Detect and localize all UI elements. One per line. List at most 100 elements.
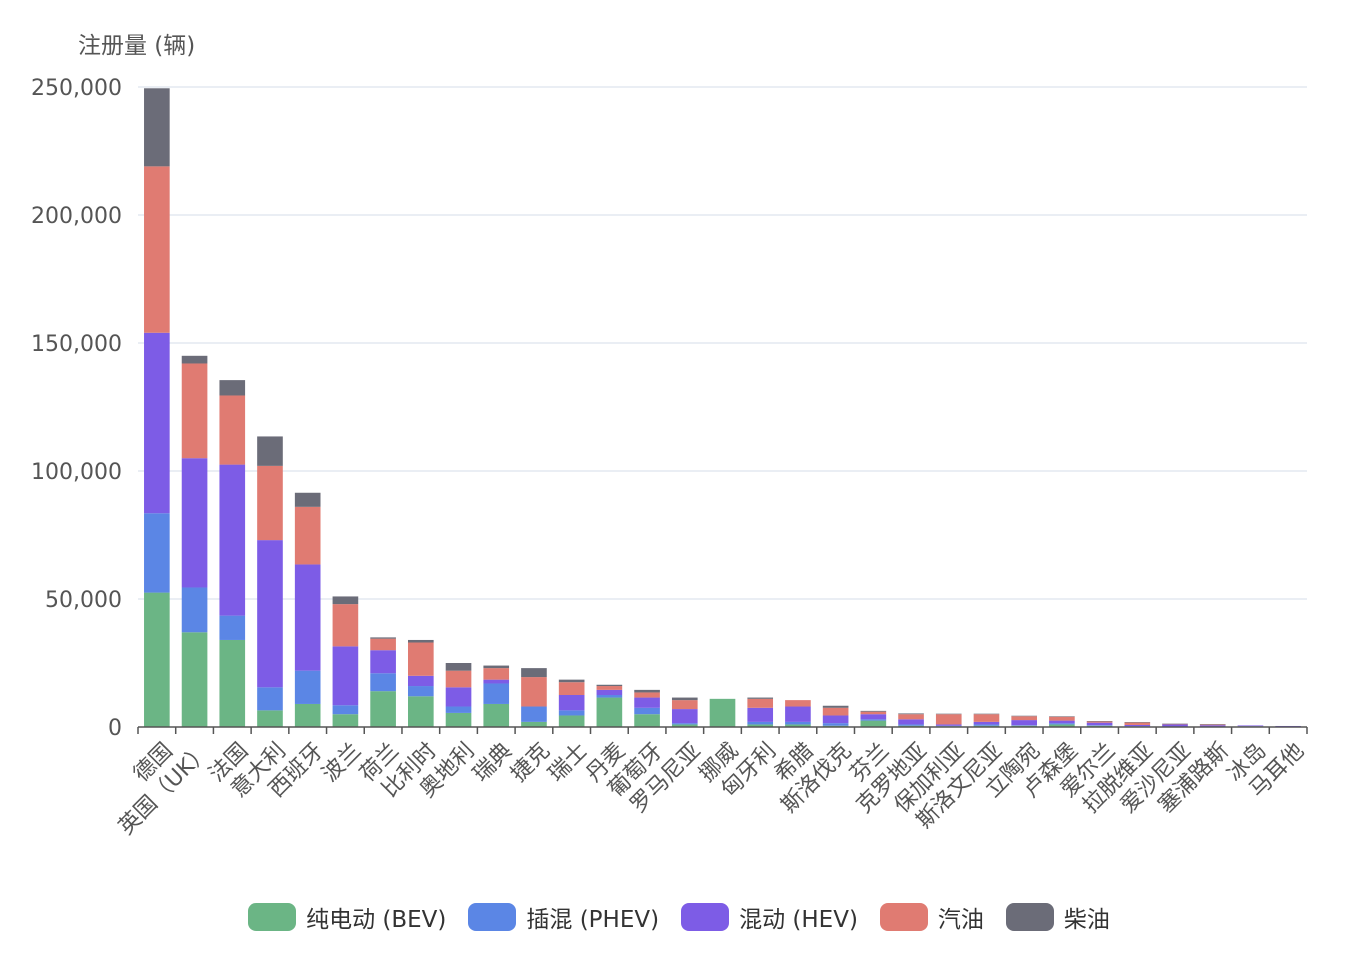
bar-segment [144,166,170,333]
legend-item[interactable]: 混动 (HEV) [681,900,858,934]
y-tick-label: 250,000 [31,76,122,101]
legend-swatch [681,903,730,931]
bar-segment [521,677,547,707]
bar-segment [1124,724,1151,727]
legend-swatch [1005,903,1054,931]
bar-segment [1162,723,1188,725]
bar-segment [822,707,849,716]
legend-label: 汽油 [937,907,984,933]
bar-segment [1124,722,1151,725]
bar-segment [1199,724,1226,725]
bar-segment [445,706,472,713]
bar-segment [898,714,924,720]
bar-segment [671,709,698,724]
bar-segment [483,683,510,704]
bar-segment [860,720,887,727]
bar-segment [408,642,434,676]
bar-segment [634,714,660,727]
bar-segment [483,679,510,684]
bar-segment [596,684,623,687]
bar-segment [973,714,1000,722]
legend-label: 纯电动 (BEV) [306,907,447,933]
bar-segment [219,639,246,727]
bar-segment [219,380,246,396]
bar-segment [219,464,246,616]
bar-segment [671,723,698,725]
bar-segment [935,725,962,727]
legend-swatch [879,903,928,931]
bar-segment [257,540,283,688]
bar-segment [634,697,660,708]
bar-segment [1086,721,1113,722]
bar-segment [634,692,660,698]
bar-segment [558,715,585,727]
bar-segment [445,712,472,727]
x-tick-label: 瑞典 [468,738,517,787]
bar-segment [747,721,774,725]
bar-segment [596,689,623,695]
bar-segment [257,436,283,466]
x-tick-label: 波兰 [318,738,367,787]
bar-segment [332,714,359,727]
bar-segment [747,697,774,699]
bar-segment [181,458,208,588]
legend-label: 插混 (PHEV) [526,907,660,933]
bar-segment [785,706,811,722]
bar-segment [144,88,170,167]
y-axis-ticks: 0 50,000 100,000 150,000 200,000 250,000 [31,76,122,741]
bar-segment [822,705,849,708]
bar-segment [370,638,396,651]
bar-segment [1199,725,1226,727]
legend-item[interactable]: 柴油 [1005,900,1110,934]
bar-segment [219,615,246,640]
bar-segment [1162,724,1188,727]
x-tick-label: 捷克 [506,738,555,787]
bar-segment [294,564,321,671]
bar-segment [898,724,924,726]
bar-segment [973,721,1000,725]
legend: 纯电动 (BEV) 插混 (PHEV) 混动 (HEV) 汽油 柴油 [0,900,1358,934]
bar-segment [408,686,434,697]
bar-segment [822,723,849,726]
bar-segment [294,506,321,565]
y-tick-label: 150,000 [31,332,122,357]
legend-item[interactable]: 汽油 [879,900,984,934]
x-tick-label: 瑞士 [544,738,593,787]
y-tick-label: 100,000 [31,460,122,485]
bar-segment [935,713,962,715]
bar-segment [860,711,887,715]
bar-segment [370,637,396,639]
bar-segment [521,721,547,727]
bar-segment [634,689,660,693]
y-tick-label: 0 [108,716,122,741]
gridlines [138,86,1307,600]
y-tick-label: 200,000 [31,204,122,229]
bar-segment [1011,725,1037,726]
bar-segment [558,682,585,695]
bar-segment [332,646,359,706]
bar-segment [973,724,1000,726]
legend-item[interactable]: 纯电动 (BEV) [248,900,446,934]
bar-segment [973,713,1000,715]
bar-segment [181,587,208,633]
x-axis [137,726,1308,734]
bar-segment [408,696,434,727]
bar-segment [634,707,660,715]
bar-segment [898,713,924,715]
bar-segment [408,675,434,687]
bar-segment [257,710,283,727]
legend-label: 混动 (HEV) [739,907,858,933]
bar-segment [822,715,849,724]
bar-segment [1049,716,1075,717]
bar-segment [483,703,510,727]
bar-segment [181,363,208,459]
bar-segment [219,395,246,465]
bar-segment [181,355,208,364]
bar-segment [1011,715,1037,717]
bar-segment [1049,720,1075,724]
bar-segment [558,695,585,711]
legend-item[interactable]: 插混 (PHEV) [468,900,659,934]
bar-segment [860,710,887,712]
legend-swatch [248,903,297,931]
bar-segment [1086,721,1113,723]
